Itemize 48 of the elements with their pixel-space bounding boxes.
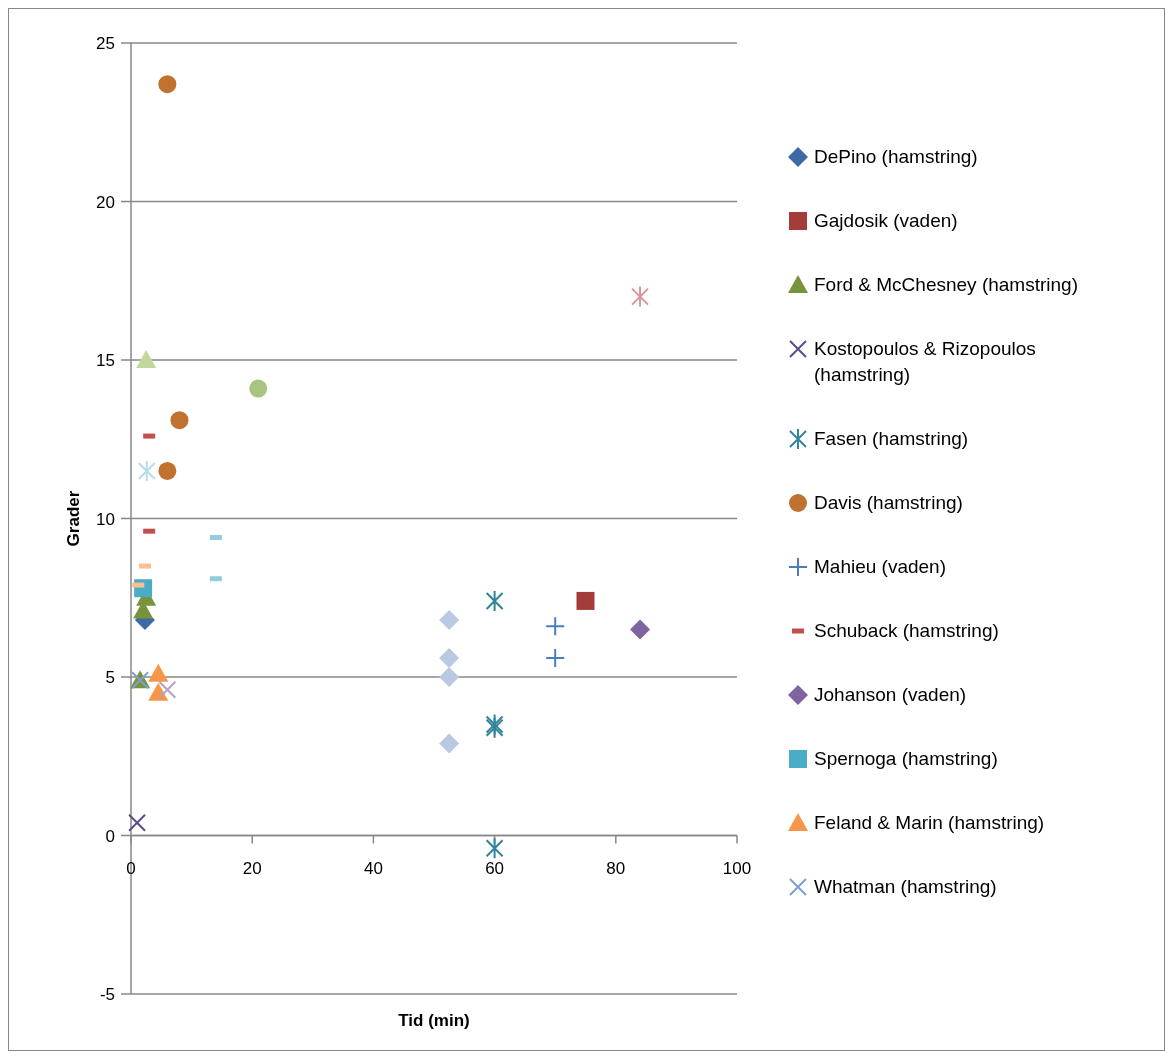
point bbox=[439, 733, 460, 754]
legend-label: Johanson (vaden) bbox=[814, 684, 967, 705]
point bbox=[630, 619, 651, 640]
point bbox=[158, 75, 177, 94]
y-axis-title: Grader bbox=[64, 490, 83, 547]
legend-label: DePino (hamstring) bbox=[814, 146, 978, 167]
x-tick-label: 0 bbox=[126, 858, 136, 878]
x-tick-label: 40 bbox=[363, 858, 383, 878]
point bbox=[485, 589, 504, 612]
point bbox=[170, 411, 189, 430]
legend-label: Mahieu (vaden) bbox=[814, 556, 947, 577]
y-tick-label: 15 bbox=[96, 351, 115, 370]
x-tick-label: 20 bbox=[242, 858, 262, 878]
point bbox=[545, 616, 566, 637]
legend-label: Whatman (hamstring) bbox=[814, 876, 997, 897]
point bbox=[439, 609, 460, 630]
point bbox=[249, 379, 268, 398]
point bbox=[136, 350, 157, 368]
y-tick-label: -5 bbox=[99, 985, 115, 1004]
legend-label: Schuback (hamstring) bbox=[814, 620, 999, 641]
point bbox=[485, 837, 504, 860]
legend-label: Spernoga (hamstring) bbox=[814, 748, 998, 769]
y-tick-label: 0 bbox=[105, 826, 115, 846]
point bbox=[158, 680, 177, 699]
x-axis-title: Tid (min) bbox=[398, 1011, 470, 1030]
legend-label: Ford & McChesney (hamstring) bbox=[814, 274, 1078, 295]
y-tick-label: 10 bbox=[96, 509, 115, 529]
point bbox=[137, 459, 156, 482]
x-tick-label: 80 bbox=[606, 858, 626, 878]
y-tick-label: 20 bbox=[96, 192, 115, 212]
legend-label: Feland & Marin (hamstring) bbox=[814, 812, 1045, 833]
point bbox=[128, 813, 147, 832]
point bbox=[148, 663, 169, 682]
x-tick-label: 60 bbox=[485, 858, 505, 878]
point bbox=[545, 647, 566, 668]
x-tick-label: 100 bbox=[722, 858, 752, 878]
y-tick-label: 25 bbox=[96, 34, 115, 53]
legend-label: Davis (hamstring) bbox=[814, 492, 963, 513]
legend-label: Fasen (hamstring) bbox=[814, 428, 969, 449]
point bbox=[631, 285, 650, 308]
point bbox=[158, 461, 177, 480]
point bbox=[439, 647, 460, 668]
point bbox=[148, 682, 169, 701]
legend-label: Kostopoulos & Rizopoulos (hamstring) bbox=[814, 338, 1036, 385]
point bbox=[576, 591, 595, 610]
legend-label: Gajdosik (vaden) bbox=[814, 210, 958, 231]
point bbox=[439, 667, 460, 687]
y-tick-label: 5 bbox=[105, 668, 115, 687]
